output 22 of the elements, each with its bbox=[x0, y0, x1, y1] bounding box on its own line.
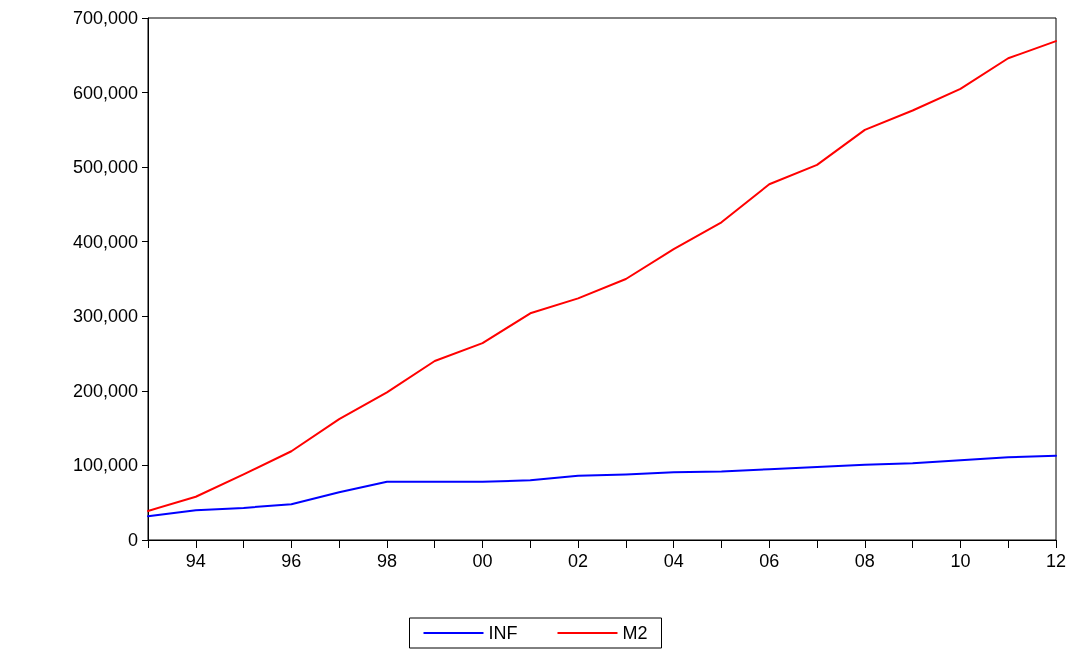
x-tick-label: 02 bbox=[568, 551, 589, 571]
x-tick-label: 08 bbox=[854, 551, 875, 571]
x-tick-label: 00 bbox=[472, 551, 493, 571]
y-tick-label: 700,000 bbox=[72, 8, 138, 28]
y-tick-label: 600,000 bbox=[72, 82, 138, 103]
y-tick-label: 200,000 bbox=[72, 380, 138, 401]
x-tick-label: 06 bbox=[759, 551, 780, 571]
y-tick-label: 300,000 bbox=[72, 306, 138, 327]
y-tick-label: 400,000 bbox=[72, 231, 138, 252]
x-tick-label: 04 bbox=[663, 551, 684, 571]
y-tick-label: 500,000 bbox=[72, 157, 138, 178]
y-tick-label: 100,000 bbox=[72, 455, 138, 476]
y-tick-label: 0 bbox=[127, 530, 138, 550]
line-series bbox=[147, 454, 1057, 518]
line-series bbox=[147, 40, 1057, 512]
x-tick-label: 94 bbox=[185, 551, 206, 571]
x-tick-label: 10 bbox=[950, 551, 971, 571]
legend-label: INF bbox=[488, 623, 518, 643]
x-tick-label: 12 bbox=[1045, 551, 1067, 571]
x-tick-label: 96 bbox=[281, 551, 302, 571]
x-tick-label: 98 bbox=[376, 551, 397, 571]
legend-label: M2 bbox=[622, 623, 648, 643]
